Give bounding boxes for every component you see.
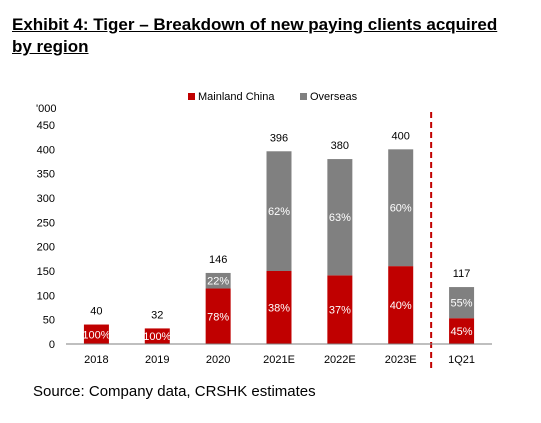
y-tick-label: 450 — [37, 120, 55, 132]
x-tick-label: 2018 — [84, 354, 108, 366]
x-tick-label: 2021E — [263, 354, 295, 366]
legend-label: Overseas — [310, 91, 358, 103]
x-tick-label: 2023E — [385, 354, 417, 366]
total-value-label: 117 — [453, 268, 471, 280]
y-tick-label: 150 — [37, 266, 55, 278]
bar-segment-mainland-china — [205, 288, 231, 344]
x-tick-label: 2020 — [206, 354, 230, 366]
bar-segment-overseas — [449, 287, 475, 319]
y-tick-label: 0 — [49, 339, 55, 351]
bar-segment-overseas — [327, 159, 353, 276]
y-axis: 0 50 100 150 200 250 300 350 400 450 — [37, 120, 55, 351]
total-value-label: 40 — [90, 306, 102, 318]
total-value-label: 396 — [270, 132, 288, 144]
segment-percent-label: 100% — [82, 329, 110, 341]
y-tick-label: 300 — [37, 193, 55, 205]
bar-segment-overseas — [205, 272, 231, 289]
segment-percent-label: 38% — [268, 303, 290, 315]
segment-percent-label: 60% — [390, 203, 412, 215]
segment-percent-label: 78% — [207, 311, 229, 323]
bar-segment-mainland-china — [449, 318, 475, 344]
x-tick-label: 1Q21 — [448, 354, 475, 366]
bar-segment-overseas — [388, 149, 414, 267]
legend-label: Mainland China — [198, 91, 275, 103]
total-value-label: 400 — [392, 130, 410, 142]
y-tick-label: 400 — [37, 144, 55, 156]
legend-swatch-overseas — [300, 93, 307, 100]
bars: 100% 40 100% 32 78% 22% 146 38% 62% 396 37% 63% 380 4… — [82, 112, 475, 372]
total-value-label: 146 — [209, 254, 227, 266]
legend-swatch-mainland-china — [188, 93, 195, 100]
segment-percent-label: 63% — [329, 212, 351, 224]
legend: Mainland China Overseas — [188, 91, 358, 103]
bar-segment-mainland-china — [144, 328, 170, 344]
y-tick-label: 50 — [43, 315, 55, 327]
y-tick-label: 250 — [37, 217, 55, 229]
segment-percent-label: 62% — [268, 206, 290, 218]
bar-segment-mainland-china — [83, 324, 109, 344]
segment-percent-label: 37% — [329, 305, 351, 317]
bar-segment-mainland-china — [266, 271, 292, 344]
y-tick-label: 100 — [37, 290, 55, 302]
y-tick-label: 350 — [37, 169, 55, 181]
source-note: Source: Company data, CRSHK estimates — [33, 383, 316, 400]
y-tick-label: 200 — [37, 242, 55, 254]
bar-segment-overseas — [266, 151, 292, 271]
segment-percent-label: 22% — [207, 276, 229, 288]
segment-percent-label: 100% — [143, 331, 171, 343]
bar-segment-mainland-china — [327, 275, 353, 344]
x-axis: 2018 2019 2020 2021E 2022E 2023E 1Q21 — [66, 343, 492, 366]
x-tick-label: 2022E — [324, 354, 356, 366]
total-value-label: 32 — [151, 309, 163, 321]
segment-percent-label: 40% — [390, 300, 412, 312]
y-unit-label: '000 — [36, 103, 56, 115]
segment-percent-label: 55% — [451, 298, 473, 310]
chart-title: Exhibit 4: Tiger – Breakdown of new payi… — [12, 15, 498, 56]
x-tick-label: 2019 — [145, 354, 169, 366]
bar-segment-mainland-china — [388, 266, 414, 344]
segment-percent-label: 45% — [451, 326, 473, 338]
total-value-label: 380 — [331, 140, 349, 152]
